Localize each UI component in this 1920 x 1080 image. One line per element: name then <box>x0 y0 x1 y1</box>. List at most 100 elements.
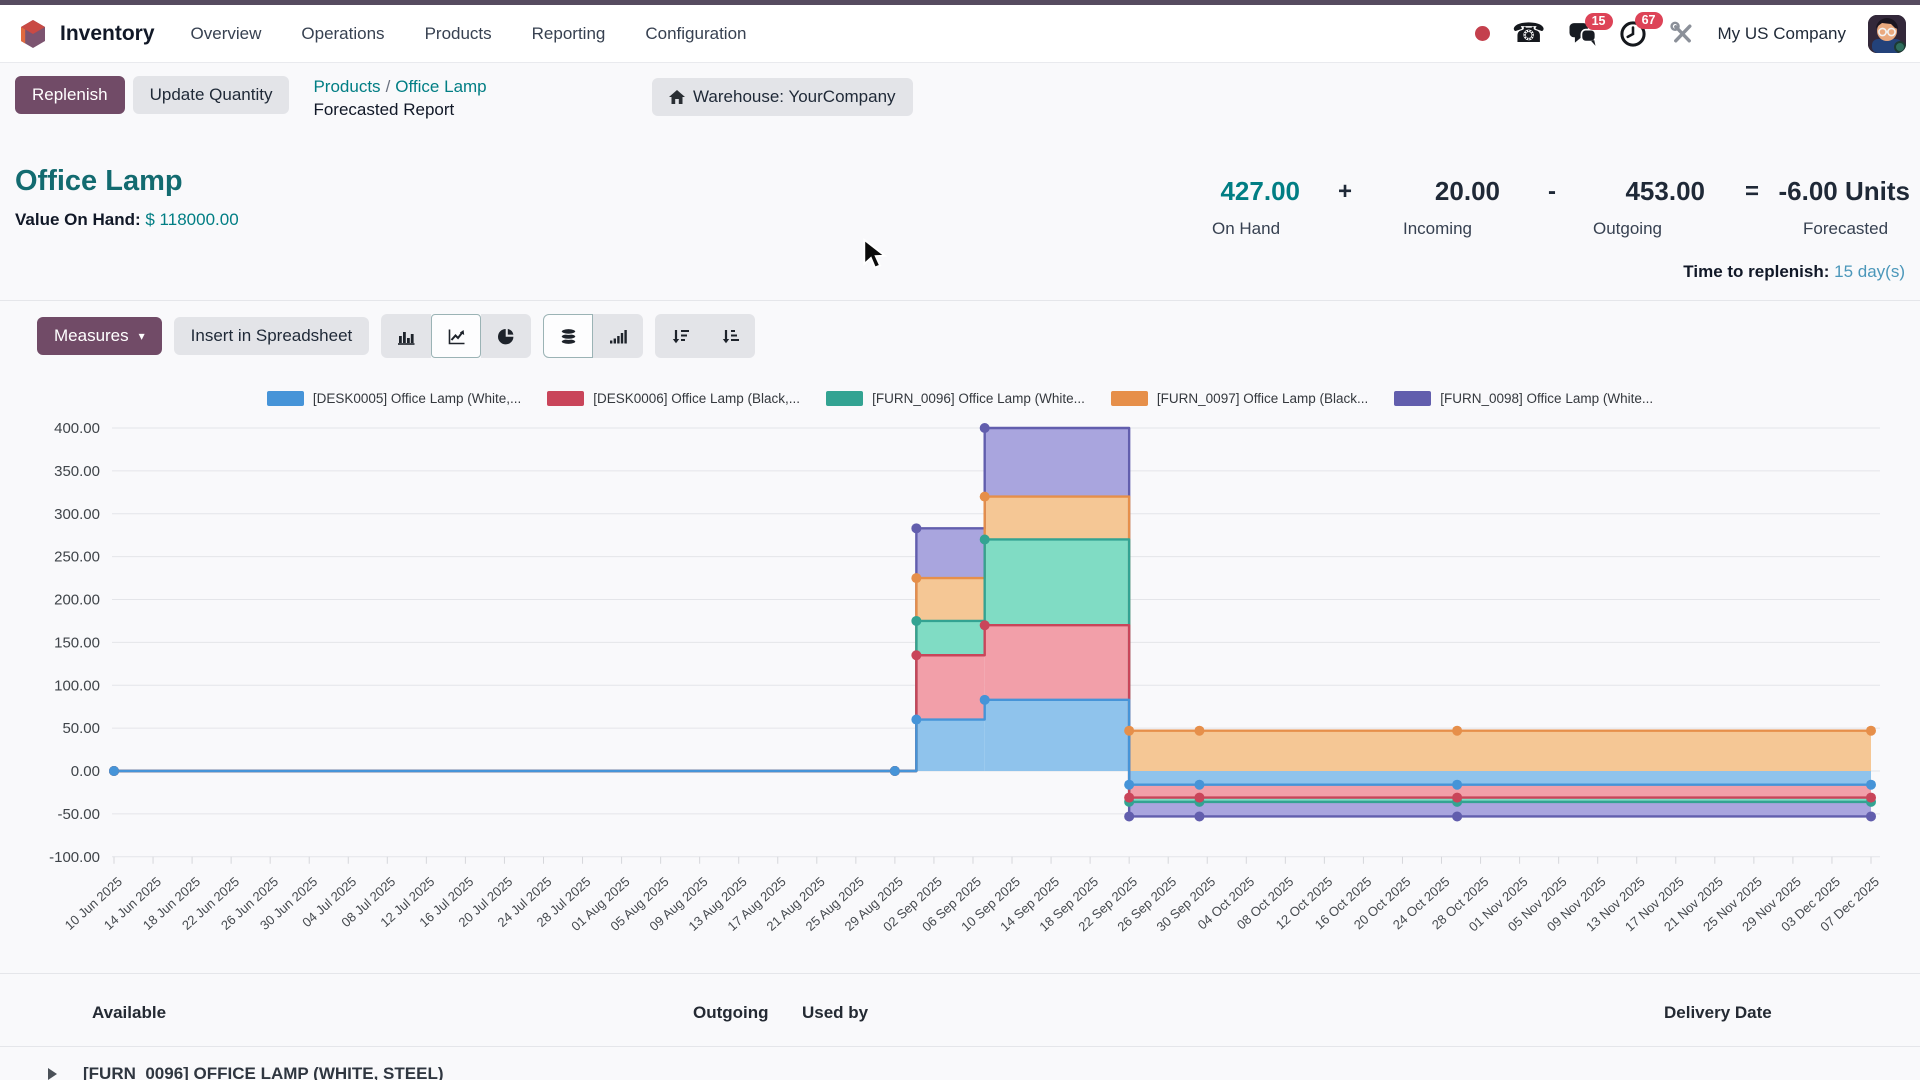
replenish-button[interactable]: Replenish <box>15 76 125 114</box>
legend-label: [FURN_0096] Office Lamp (White... <box>872 391 1085 406</box>
equals-operator: = <box>1745 178 1760 205</box>
cumulative-toggle-button[interactable] <box>593 314 644 358</box>
nav-item-products[interactable]: Products <box>424 23 492 43</box>
nav-item-configuration[interactable]: Configuration <box>645 23 747 43</box>
debug-tools-button[interactable] <box>1669 20 1696 47</box>
breadcrumb-products-link[interactable]: Products <box>313 77 381 96</box>
user-avatar[interactable] <box>1868 14 1906 53</box>
chevron-down-icon: ▾ <box>138 329 145 343</box>
sort-descending-icon <box>672 329 689 343</box>
line-chart-button[interactable] <box>431 314 482 358</box>
breadcrumb-office-lamp-link[interactable]: Office Lamp <box>395 77 487 96</box>
update-quantity-button[interactable]: Update Quantity <box>132 76 290 114</box>
sort-ascending-icon <box>722 329 739 343</box>
time-to-replenish-link[interactable]: 15 day(s) <box>1834 262 1905 281</box>
svg-text:-100.00: -100.00 <box>49 849 100 866</box>
line-chart-icon <box>448 329 465 344</box>
online-status-dot <box>1894 40 1906 53</box>
breadcrumb: Products / Office Lamp Forecasted Report <box>313 76 486 122</box>
chart-toolbar: Measures ▾ Insert in Spreadsheet <box>37 314 756 358</box>
insert-in-spreadsheet-button[interactable]: Insert in Spreadsheet <box>173 317 370 355</box>
legend-swatch-icon <box>266 391 304 406</box>
pie-chart-icon <box>497 328 514 344</box>
breadcrumb-current: Forecasted Report <box>313 99 455 119</box>
inventory-app-icon[interactable] <box>18 18 48 50</box>
svg-text:100.00: 100.00 <box>54 677 100 694</box>
svg-text:0.00: 0.00 <box>71 763 100 780</box>
legend-swatch-icon <box>1394 391 1432 406</box>
incoming-value: 20.00 <box>1434 176 1500 206</box>
header-divider <box>0 300 1920 301</box>
messages-button[interactable]: 15 <box>1568 12 1613 47</box>
table-header-divider <box>0 1046 1920 1047</box>
bar-chart-icon <box>397 331 415 345</box>
column-header-used-by: Used by <box>802 1003 869 1022</box>
legend-item-4[interactable]: [FURN_0098] Office Lamp (White... <box>1394 391 1653 406</box>
incoming-label: Incoming <box>1403 219 1472 238</box>
legend-label: [FURN_0098] Office Lamp (White... <box>1440 391 1654 406</box>
chart-type-group <box>381 314 532 358</box>
top-navbar: Inventory Overview Operations Products R… <box>0 5 1920 63</box>
svg-text:300.00: 300.00 <box>54 506 100 523</box>
minus-operator: - <box>1548 178 1556 205</box>
chart-legend: [DESK0005] Office Lamp (White,... [DESK00… <box>0 391 1920 406</box>
window-top-strip <box>0 0 1920 5</box>
outgoing-label: Outgoing <box>1593 219 1662 238</box>
pie-chart-button[interactable] <box>481 314 532 358</box>
sort-descending-button[interactable] <box>655 314 706 358</box>
legend-item-0[interactable]: [DESK0005] Office Lamp (White,... <box>266 391 522 406</box>
control-panel: Replenish Update Quantity Products / Offic… <box>15 76 913 122</box>
clock-icon <box>1619 20 1646 47</box>
systray: ☎ 15 67 M <box>1474 11 1906 53</box>
chart-table-divider <box>0 973 1920 974</box>
forecasted-label: Forecasted <box>1803 219 1889 238</box>
outgoing-value: 453.00 <box>1625 176 1705 206</box>
legend-item-1[interactable]: [DESK0006] Office Lamp (Black,... <box>547 391 800 406</box>
legend-swatch-icon <box>826 391 864 406</box>
activities-button[interactable]: 67 <box>1619 11 1663 48</box>
column-header-outgoing: Outgoing <box>693 1003 769 1022</box>
app-name[interactable]: Inventory <box>60 21 155 45</box>
nav-item-operations[interactable]: Operations <box>301 23 385 43</box>
mouse-cursor <box>863 238 888 269</box>
table-row-label: [FURN_0096] OFFICE LAMP (WHITE, STEEL) <box>83 1064 444 1080</box>
svg-text:200.00: 200.00 <box>54 592 100 609</box>
legend-label: [DESK0005] Office Lamp (White,... <box>312 391 522 406</box>
recording-indicator[interactable] <box>1474 26 1490 41</box>
table-row[interactable]: [FURN_0096] OFFICE LAMP (WHITE, STEEL) <box>48 1064 444 1080</box>
stack-options-group <box>543 314 644 358</box>
svg-text:50.00: 50.00 <box>62 720 100 737</box>
legend-swatch-icon <box>1110 391 1148 406</box>
stacked-toggle-button[interactable] <box>543 314 594 358</box>
chat-bubbles-icon <box>1569 22 1596 46</box>
measures-button[interactable]: Measures ▾ <box>37 317 162 355</box>
inventory-logo-icon <box>21 19 45 48</box>
legend-item-3[interactable]: [FURN_0097] Office Lamp (Black... <box>1110 391 1369 406</box>
tools-icon <box>1669 21 1692 43</box>
svg-text:400.00: 400.00 <box>54 420 100 437</box>
sort-ascending-button[interactable] <box>705 314 756 358</box>
svg-text:150.00: 150.00 <box>54 634 100 651</box>
svg-text:-50.00: -50.00 <box>57 806 100 823</box>
nav-item-overview[interactable]: Overview <box>190 23 262 43</box>
svg-text:350.00: 350.00 <box>54 463 100 480</box>
nav-item-reporting[interactable]: Reporting <box>531 23 606 43</box>
messages-badge: 15 <box>1584 12 1613 30</box>
on-hand-value[interactable]: 427.00 <box>1220 176 1300 206</box>
value-on-hand: Value On Hand: $ 118000.00 <box>15 210 239 229</box>
forecast-chart[interactable]: 400.00 350.00 300.00 250.00 200.00 150.00 100.… <box>0 415 1920 975</box>
company-switcher[interactable]: My US Company <box>1717 23 1846 43</box>
home-icon <box>669 89 685 104</box>
legend-item-2[interactable]: [FURN_0096] Office Lamp (White... <box>826 391 1085 406</box>
voip-phone-button[interactable]: ☎ <box>1512 20 1546 47</box>
warehouse-filter-button[interactable]: Warehouse: YourCompany <box>652 78 913 116</box>
column-header-delivery-date: Delivery Date <box>1664 1003 1772 1022</box>
phone-icon: ☎ <box>1511 18 1546 48</box>
nav-menu: Overview Operations Products Reporting C… <box>191 24 747 44</box>
value-on-hand-link[interactable]: $ 118000.00 <box>145 210 239 229</box>
bar-chart-button[interactable] <box>381 314 432 358</box>
forecasted-value: -6.00 Units <box>1778 176 1911 206</box>
expand-caret-icon[interactable] <box>48 1068 57 1080</box>
sort-group <box>655 314 756 358</box>
legend-label: [FURN_0097] Office Lamp (Black... <box>1156 391 1369 406</box>
